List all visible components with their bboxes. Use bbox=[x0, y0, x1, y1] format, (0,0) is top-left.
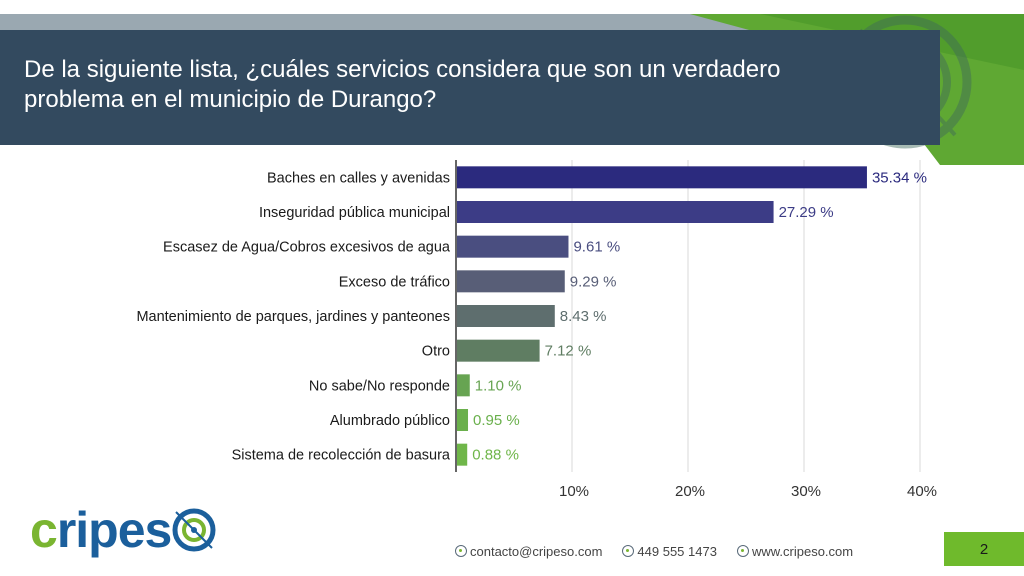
bar bbox=[457, 270, 565, 293]
x-tick-labels: 10% 20% 30% 40% bbox=[559, 483, 937, 500]
footer-email-text: contacto@cripeso.com bbox=[470, 543, 603, 559]
bar bbox=[457, 374, 470, 397]
category-label: Mantenimiento de parques, jardines y pan… bbox=[136, 309, 450, 325]
x-tick-label: 30% bbox=[791, 483, 821, 500]
company-logo: cripes bbox=[30, 500, 217, 560]
logo-text-c: c bbox=[30, 502, 58, 558]
logo-text-rest: ripes bbox=[56, 502, 173, 558]
category-label: Otro bbox=[422, 344, 450, 360]
target-icon bbox=[172, 508, 216, 552]
footer-web[interactable]: www.cripeso.com bbox=[736, 543, 854, 559]
title-band bbox=[0, 30, 940, 145]
bar bbox=[457, 235, 569, 258]
x-tick-label: 10% bbox=[559, 483, 589, 500]
bars bbox=[457, 166, 867, 466]
category-label: Sistema de recolección de basura bbox=[232, 448, 451, 464]
footer-contacts: contacto@cripeso.com 449 555 1473 www.cr… bbox=[455, 541, 853, 561]
globe-icon bbox=[736, 545, 749, 557]
globe-icon bbox=[455, 545, 467, 557]
value-label: 0.88 % bbox=[472, 447, 519, 464]
category-label: Alumbrado público bbox=[330, 413, 450, 429]
category-label: Escasez de Agua/Cobros excesivos de agua bbox=[163, 240, 451, 256]
x-tick-label: 40% bbox=[907, 483, 937, 500]
slide-title: De la siguiente lista, ¿cuáles servicios… bbox=[24, 56, 781, 113]
value-label: 35.34 % bbox=[872, 169, 927, 186]
footer-phone-text: 449 555 1473 bbox=[637, 543, 717, 559]
bar bbox=[457, 443, 468, 466]
category-label: No sabe/No responde bbox=[309, 378, 450, 394]
value-labels: 35.34 % 27.29 % 9.61 % 9.29 % 8.43 % 7.12 % 1.… bbox=[472, 169, 927, 463]
value-label: 1.10 % bbox=[475, 377, 522, 394]
value-label: 27.29 % bbox=[779, 204, 834, 221]
category-label: Inseguridad pública municipal bbox=[259, 205, 450, 221]
value-label: 0.95 % bbox=[473, 412, 520, 429]
category-labels: Baches en calles y avenidas Inseguridad p… bbox=[136, 170, 450, 463]
value-label: 9.29 % bbox=[570, 273, 617, 290]
bar bbox=[457, 201, 774, 223]
footer-email[interactable]: contacto@cripeso.com bbox=[455, 544, 602, 559]
bar bbox=[457, 409, 469, 431]
globe-icon bbox=[622, 545, 635, 557]
value-label: 7.12 % bbox=[545, 343, 592, 360]
horizontal-bar-chart: Baches en calles y avenidas Inseguridad p… bbox=[136, 160, 937, 500]
footer-web-text: www.cripeso.com bbox=[751, 543, 854, 559]
footer-phone[interactable]: 449 555 1473 bbox=[622, 544, 717, 559]
category-label: Baches en calles y avenidas bbox=[267, 170, 450, 186]
value-label: 8.43 % bbox=[560, 308, 607, 325]
bar bbox=[457, 339, 540, 362]
value-label: 9.61 % bbox=[573, 239, 620, 256]
page-number: 2 bbox=[944, 532, 1024, 566]
bar bbox=[457, 305, 555, 327]
x-tick-label: 20% bbox=[675, 483, 705, 500]
bar bbox=[457, 166, 867, 189]
category-label: Exceso de tráfico bbox=[339, 274, 450, 290]
